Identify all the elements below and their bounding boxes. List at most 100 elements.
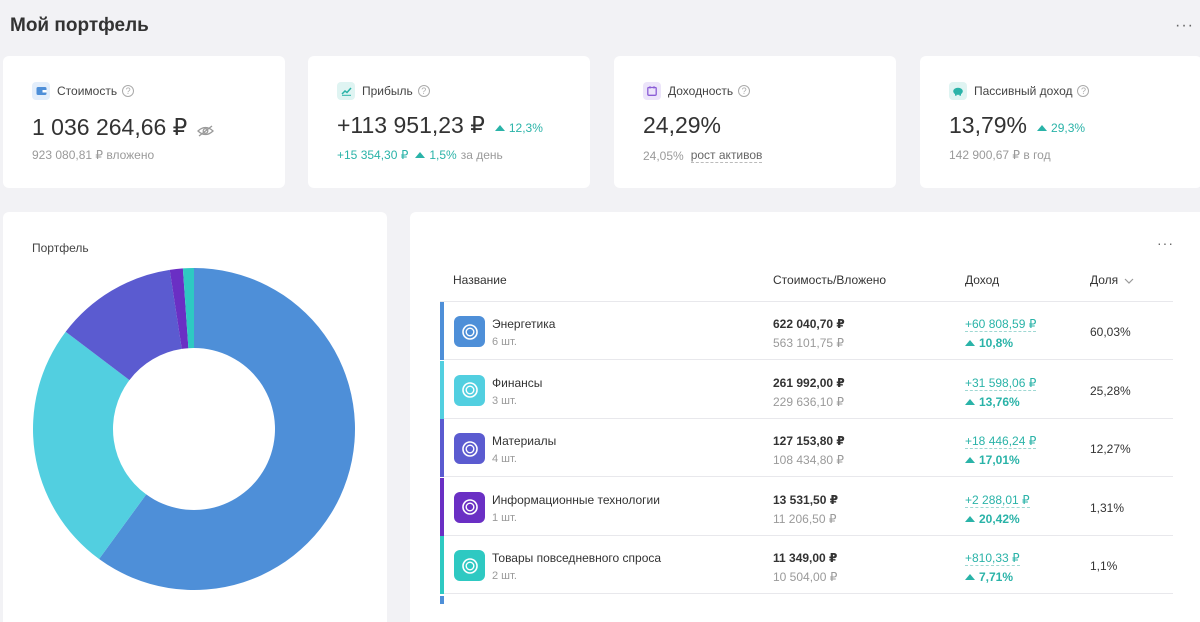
page-title: Мой портфель bbox=[10, 15, 149, 36]
asset-growth-link[interactable]: рост активов bbox=[690, 148, 763, 163]
sector-income[interactable]: +60 808,59 ₽ bbox=[965, 317, 1037, 332]
sector-logo-icon bbox=[454, 433, 485, 464]
sector-name: Материалы bbox=[492, 434, 557, 448]
sector-invested: 563 101,75 ₽ bbox=[773, 336, 845, 350]
chevron-down-icon[interactable] bbox=[1124, 273, 1134, 287]
sector-cost: 261 992,00 ₽ bbox=[773, 375, 845, 390]
column-header-income[interactable]: Доход bbox=[965, 273, 1000, 287]
sector-income-pct: 17,01% bbox=[979, 453, 1020, 467]
table-more-icon[interactable]: ··· bbox=[1157, 235, 1174, 251]
sector-share: 1,31% bbox=[1090, 500, 1125, 515]
up-triangle-icon bbox=[965, 457, 975, 463]
sector-logo-icon bbox=[454, 316, 485, 347]
day-profit-pct: 1,5% bbox=[429, 148, 457, 162]
sector-income[interactable]: +810,33 ₽ bbox=[965, 551, 1020, 566]
sector-share: 60,03% bbox=[1090, 325, 1131, 339]
sector-income[interactable]: +2 288,01 ₽ bbox=[965, 492, 1030, 508]
donut-slice[interactable] bbox=[169, 268, 189, 349]
day-suffix: за день bbox=[460, 148, 503, 162]
donut-slice[interactable] bbox=[99, 268, 356, 590]
profit-delta: 12,3% bbox=[508, 120, 543, 135]
help-icon[interactable]: ? bbox=[417, 85, 430, 97]
sector-share: 12,27% bbox=[1090, 442, 1131, 456]
sector-income-pct: 13,76% bbox=[979, 394, 1020, 409]
table-row[interactable]: Информационные технологии 1 шт. 13 531,50 … bbox=[440, 477, 1173, 536]
sector-cost: 127 153,80 ₽ bbox=[773, 434, 845, 448]
column-header-cost[interactable]: Стоимость/Вложено bbox=[773, 273, 887, 287]
up-triangle-icon bbox=[1037, 124, 1048, 131]
row-color-stripe bbox=[440, 596, 444, 604]
sector-invested: 10 504,00 ₽ bbox=[773, 570, 838, 584]
column-header-name[interactable]: Название bbox=[453, 273, 507, 287]
sector-invested: 229 636,10 ₽ bbox=[773, 394, 845, 409]
portfolio-donut-chart bbox=[32, 268, 356, 590]
row-color-stripe bbox=[440, 419, 444, 477]
calendar-icon bbox=[643, 82, 661, 100]
table-row[interactable]: Энергетика 6 шт. 622 040,70 ₽ 563 101,75 ₽ +… bbox=[440, 302, 1173, 360]
sector-income-pct-wrap: 20,42% bbox=[965, 512, 1020, 526]
sector-income[interactable]: +31 598,06 ₽ bbox=[965, 375, 1037, 391]
passive-income-card: Пассивный доход ? 13,79% 29,3% 142 900,6… bbox=[920, 56, 1200, 188]
sector-quantity: 1 шт. bbox=[492, 511, 517, 524]
table-row[interactable]: Товары повседневного спроса 2 шт. 11 349,0… bbox=[440, 536, 1173, 594]
wallet-icon bbox=[32, 82, 50, 100]
sector-share: 1,1% bbox=[1090, 559, 1118, 573]
sector-name: Финансы bbox=[492, 375, 543, 390]
help-icon[interactable]: ? bbox=[738, 85, 751, 97]
up-triangle-icon bbox=[965, 515, 975, 522]
donut-slice[interactable] bbox=[65, 269, 182, 381]
help-icon[interactable]: ? bbox=[1077, 85, 1090, 97]
profit-label: Прибыль bbox=[362, 84, 413, 98]
sector-income-pct: 20,42% bbox=[979, 511, 1020, 526]
sector-name: Информационные технологии bbox=[492, 492, 660, 507]
sector-name: Энергетика bbox=[492, 317, 556, 331]
header-divider bbox=[440, 301, 1173, 302]
sector-name: Товары повседневного спроса bbox=[492, 551, 662, 565]
up-triangle-icon bbox=[415, 152, 426, 158]
value-card: Стоимость ? 1 036 264,66 ₽ 923 080,81 ₽ … bbox=[3, 56, 285, 188]
sector-income-pct: 10,8% bbox=[979, 336, 1014, 350]
up-triangle-icon bbox=[965, 340, 975, 346]
donut-slice[interactable] bbox=[32, 331, 147, 560]
sectors-table-card: ··· bbox=[410, 212, 1200, 622]
sector-invested: 108 434,80 ₽ bbox=[773, 453, 845, 467]
row-color-stripe bbox=[440, 302, 444, 360]
donut-slice[interactable] bbox=[182, 268, 194, 349]
hide-value-icon[interactable] bbox=[197, 116, 215, 143]
up-triangle-icon bbox=[965, 398, 975, 405]
sector-share: 25,28% bbox=[1090, 383, 1131, 398]
sector-invested: 11 206,50 ₽ bbox=[773, 511, 837, 526]
table-row[interactable]: Финансы 3 шт. 261 992,00 ₽ 229 636,10 ₽ +31 … bbox=[440, 360, 1173, 419]
column-header-share-label: Доля bbox=[1090, 273, 1119, 287]
sector-cost: 11 349,00 ₽ bbox=[773, 551, 838, 565]
sector-quantity: 4 шт. bbox=[492, 453, 517, 465]
chart-title: Портфель bbox=[32, 241, 89, 255]
row-color-stripe bbox=[440, 536, 444, 594]
sector-logo-icon bbox=[454, 550, 485, 581]
row-color-stripe bbox=[440, 477, 444, 536]
sector-income-pct-wrap: 7,71% bbox=[965, 570, 1013, 584]
help-icon[interactable]: ? bbox=[122, 85, 135, 97]
value-label: Стоимость bbox=[57, 84, 118, 98]
sector-income-pct: 7,71% bbox=[979, 570, 1014, 584]
sector-income-pct-wrap: 10,8% bbox=[965, 336, 1013, 350]
sector-quantity: 2 шт. bbox=[492, 570, 517, 582]
passive-income-label: Пассивный доход bbox=[974, 84, 1073, 98]
sector-income[interactable]: +18 446,24 ₽ bbox=[965, 434, 1037, 449]
sector-quantity: 3 шт. bbox=[492, 394, 517, 407]
sector-cost: 13 531,50 ₽ bbox=[773, 492, 839, 507]
more-options-icon[interactable]: ··· bbox=[1175, 17, 1194, 34]
up-triangle-icon bbox=[494, 124, 505, 131]
column-header-share[interactable]: Доля bbox=[1090, 273, 1134, 287]
invested-amount: 923 080,81 ₽ вложено bbox=[32, 148, 155, 162]
row-color-stripe bbox=[440, 360, 444, 419]
up-triangle-icon bbox=[965, 574, 975, 580]
sector-income-pct-wrap: 13,76% bbox=[965, 395, 1020, 409]
sector-cost: 622 040,70 ₽ bbox=[773, 317, 845, 331]
passive-income-pct: 13,79% bbox=[949, 112, 1028, 138]
passive-income-yearly: 142 900,67 ₽ в год bbox=[949, 148, 1051, 162]
table-row[interactable]: Материалы 4 шт. 127 153,80 ₽ 108 434,80 ₽ +1… bbox=[440, 419, 1173, 477]
yield-amount: 24,29% bbox=[643, 112, 722, 138]
passive-income-delta: 29,3% bbox=[1051, 120, 1086, 135]
profit-card: Прибыль ? +113 951,23 ₽ 12,3% +15 354,30… bbox=[308, 56, 590, 188]
